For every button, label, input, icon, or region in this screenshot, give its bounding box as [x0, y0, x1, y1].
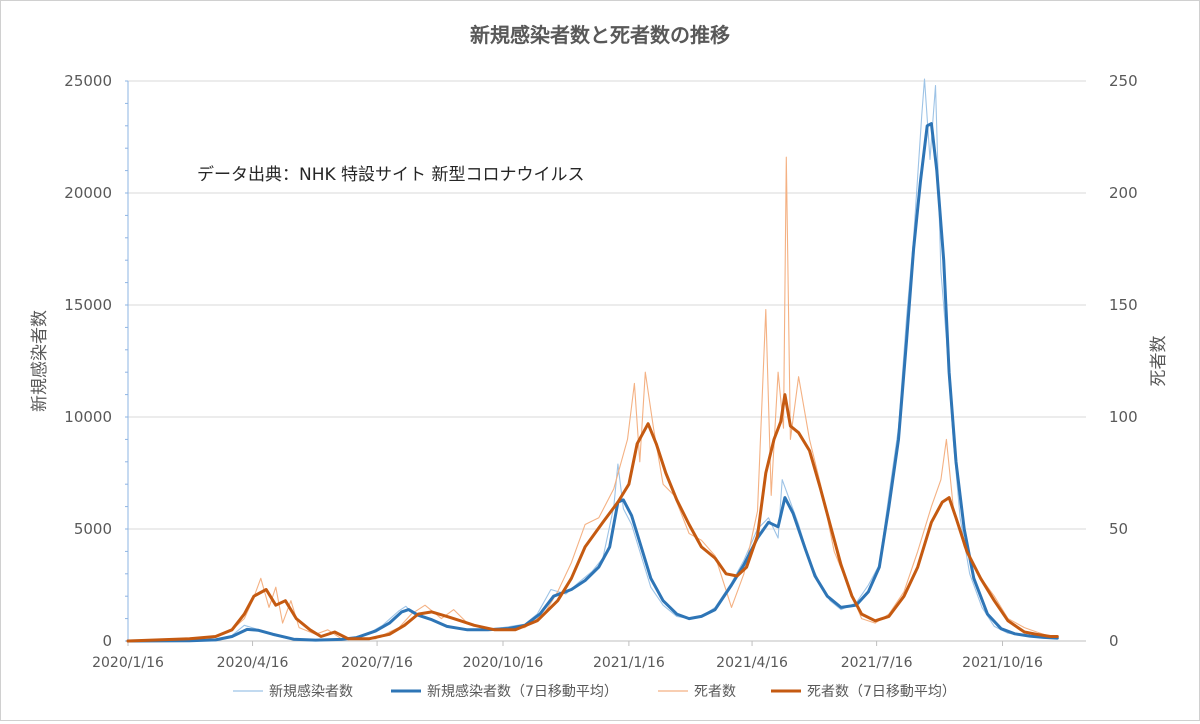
legend-label-cases-ma: 新規感染者数（7日移動平均）	[427, 683, 618, 700]
series-line-deaths-ma	[126, 393, 1059, 643]
plot-area	[126, 78, 1059, 643]
data-source-annotation: データ出典：NHK 特設サイト 新型コロナウイルス	[197, 164, 584, 185]
right-axis-tick-label: 0	[1109, 632, 1119, 650]
right-axis-tick-label: 50	[1109, 520, 1128, 538]
x-axis-tick-label: 2020/10/16	[463, 655, 544, 671]
chart-title: 新規感染者数と死者数の推移	[470, 23, 730, 47]
axes	[125, 80, 1086, 642]
left-axis-tick-label: 5000	[74, 520, 112, 538]
x-axis-tick-label: 2021/1/16	[593, 655, 665, 671]
left-axis-ticks: 0 5000 10000 15000 20000 25000	[64, 72, 112, 650]
x-axis-ticks: 2020/1/16 2020/4/16 2020/7/16 2020/10/16 202…	[92, 641, 1043, 671]
legend-label-cases: 新規感染者数	[269, 683, 353, 700]
x-axis-tick-label: 2020/1/16	[92, 655, 164, 671]
x-axis-tick-label: 2021/4/16	[716, 655, 788, 671]
right-axis-ticks: 0 50 100 150 200 250	[1109, 72, 1138, 650]
legend-label-deaths-ma: 死者数（7日移動平均）	[807, 684, 956, 700]
x-axis-tick-label: 2021/10/16	[962, 655, 1043, 671]
left-axis-tick-label: 0	[102, 632, 112, 650]
right-axis-tick-label: 250	[1109, 72, 1138, 90]
legend-label-deaths: 死者数	[694, 684, 736, 700]
left-axis-tick-label: 15000	[64, 296, 112, 314]
right-axis-tick-label: 100	[1109, 408, 1138, 426]
right-axis-tick-label: 200	[1109, 184, 1138, 202]
x-axis-tick-label: 2020/7/16	[341, 655, 413, 671]
x-axis-tick-label: 2021/7/16	[841, 655, 913, 671]
left-axis-tick-label: 10000	[64, 408, 112, 426]
left-axis-title: 新規感染者数	[30, 310, 50, 412]
legend: 新規感染者数 新規感染者数（7日移動平均） 死者数 死者数（7日移動平均）	[233, 683, 956, 700]
x-axis-tick-label: 2020/4/16	[217, 655, 289, 671]
series-line-cases-ma	[126, 122, 1059, 643]
left-axis-tick-label: 20000	[64, 184, 112, 202]
left-axis-tick-label: 25000	[64, 72, 112, 90]
right-axis-title: 死者数	[1149, 336, 1169, 387]
series-line-cases	[127, 78, 1058, 642]
gridlines	[128, 80, 1086, 530]
right-axis-tick-label: 150	[1109, 296, 1138, 314]
